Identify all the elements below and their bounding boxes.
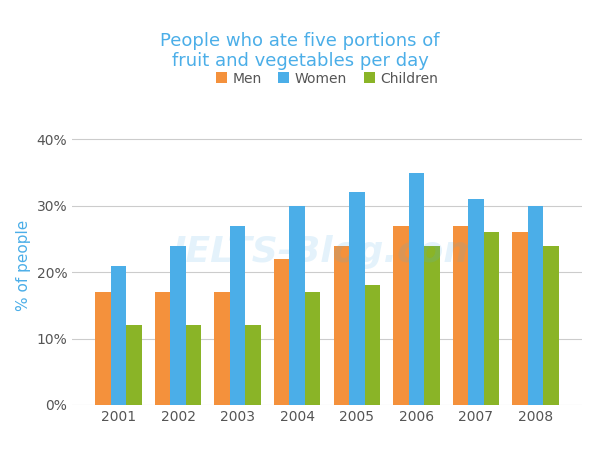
Bar <box>544 246 559 405</box>
Bar <box>334 246 349 405</box>
Y-axis label: % of people: % of people <box>16 220 31 311</box>
Bar <box>245 325 261 405</box>
Bar <box>409 172 424 405</box>
Bar <box>214 292 230 405</box>
Bar <box>468 199 484 405</box>
Bar <box>512 232 528 405</box>
Text: IELTS-Blog.com: IELTS-Blog.com <box>173 234 482 269</box>
Bar <box>305 292 320 405</box>
Bar <box>349 193 365 405</box>
Bar <box>424 246 440 405</box>
Bar <box>453 225 468 405</box>
Bar <box>95 292 110 405</box>
Bar <box>186 325 201 405</box>
Bar <box>365 285 380 405</box>
Bar <box>126 325 142 405</box>
Legend: Men, Women, Children: Men, Women, Children <box>215 72 439 86</box>
Bar <box>484 232 499 405</box>
Bar <box>528 206 544 405</box>
Text: People who ate five portions of
fruit and vegetables per day: People who ate five portions of fruit an… <box>160 32 440 70</box>
Bar <box>274 259 289 405</box>
Bar <box>170 246 186 405</box>
Bar <box>393 225 409 405</box>
Bar <box>110 266 126 405</box>
Bar <box>289 206 305 405</box>
Bar <box>230 225 245 405</box>
Bar <box>155 292 170 405</box>
